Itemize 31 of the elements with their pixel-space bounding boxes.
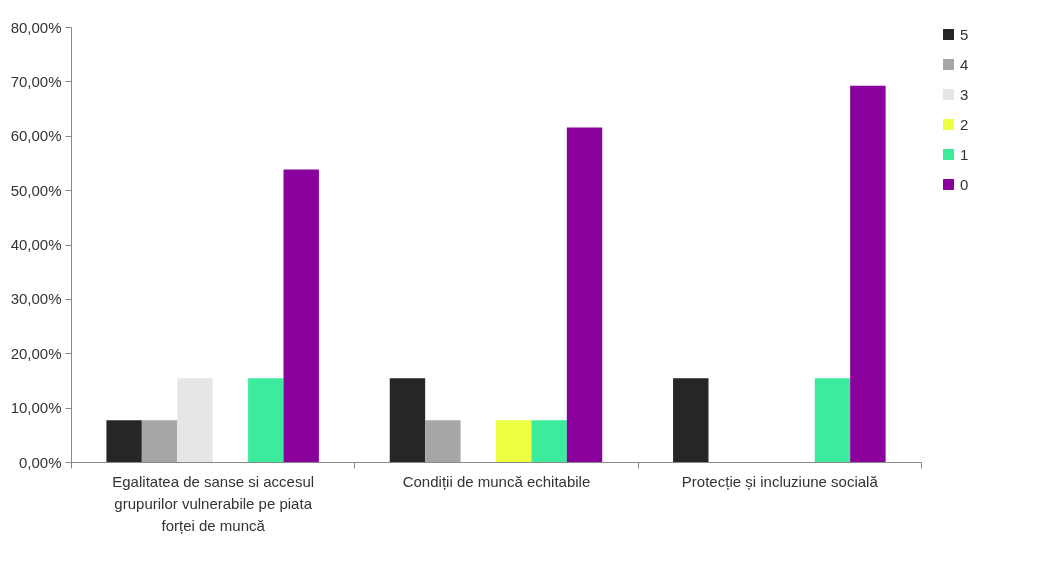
bar — [673, 378, 709, 462]
y-tick-label: 10,00% — [10, 399, 62, 417]
bar — [850, 85, 886, 462]
y-tick-label: 50,00% — [10, 181, 62, 199]
bar — [106, 420, 142, 462]
legend-label: 2 — [960, 115, 969, 133]
y-tick-label: 20,00% — [10, 344, 62, 362]
legend-label: 1 — [960, 145, 969, 163]
bar — [814, 378, 851, 462]
bar — [248, 378, 284, 462]
x-tick-label: Egalitatea de sanse si accesul grupurilor vulnerabile pe piata forței de muncă — [112, 472, 315, 534]
y-tick-label: 30,00% — [10, 290, 62, 308]
y-tick-label: 60,00% — [10, 127, 62, 145]
y-tick-label: 0,00% — [18, 453, 62, 471]
bar — [177, 378, 213, 462]
bar — [141, 420, 178, 462]
y-tick-label: 70,00% — [10, 72, 62, 90]
y-tick-label: 80,00% — [10, 18, 62, 36]
legend-label: 3 — [960, 85, 969, 103]
bar — [496, 420, 532, 462]
legend-label: 5 — [960, 25, 969, 43]
bar — [531, 420, 567, 462]
bar — [566, 127, 603, 462]
x-tick-label: Condiții de muncă echitabile — [402, 472, 591, 490]
x-tick-label: Protecție și incluziune socială — [681, 472, 879, 490]
bar — [389, 378, 426, 462]
y-tick-label: 40,00% — [10, 236, 62, 253]
legend-label: 4 — [960, 55, 969, 73]
bar — [425, 420, 461, 462]
bar — [283, 169, 319, 462]
legend-label: 0 — [960, 175, 969, 193]
